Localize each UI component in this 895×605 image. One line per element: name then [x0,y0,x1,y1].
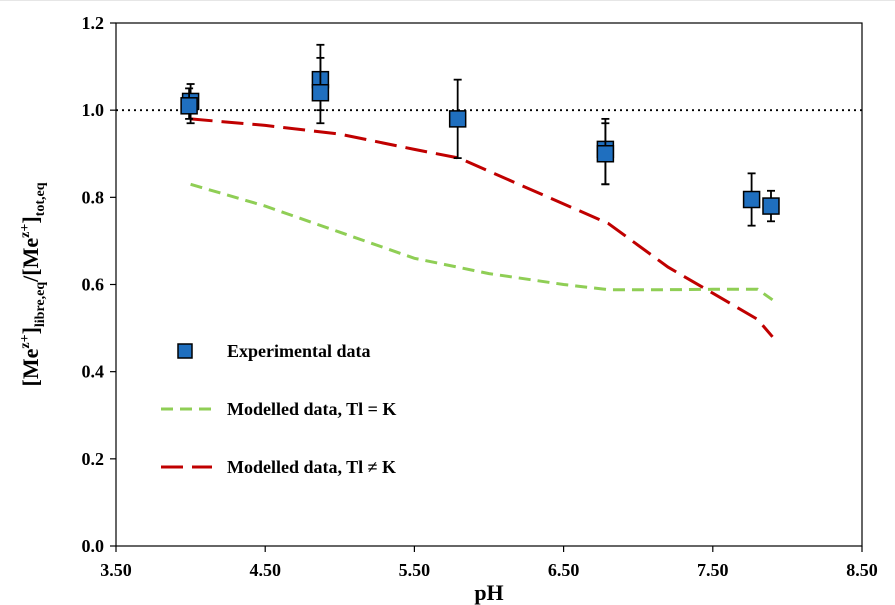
experimental-point [311,83,330,102]
modelled-line [190,182,774,302]
x-tick-label: 7.50 [697,560,729,580]
y-tick-label: 0.4 [82,362,105,382]
x-tick-label: 8.50 [846,560,878,580]
legend-label: Experimental data [227,341,371,361]
y-axis-title-part: z+ [18,334,33,348]
experimental-point [762,197,780,215]
y-tick-label: 1.2 [82,13,105,33]
y-tick-label: 0.8 [82,187,105,207]
legend-label: Modelled data, Tl = K [227,399,396,419]
x-tick-label: 3.50 [100,560,132,580]
experimental-point [448,110,467,128]
x-axis-title: pH [474,580,503,605]
y-axis-title-part: z+ [18,224,33,238]
y-tick-label: 0.0 [82,536,105,556]
experimental-point [596,145,615,163]
experimental-point [180,97,198,115]
experimental-points-layer [180,43,780,227]
y-axis-title-part: ] [18,216,43,223]
y-axis-title-part: /[Me [18,238,43,283]
axis-ticks-layer: 0.0 0.2 0.4 0.6 0.8 1.0 1.2 3.50 4.50 5.50 6.50 7.5… [82,13,878,580]
x-tick-label: 4.50 [249,560,281,580]
y-tick-label: 0.6 [82,275,105,295]
y-axis-title-part: libre,eq [33,282,48,327]
modelled-lines-layer [190,117,774,338]
y-axis-title-part: tot,eq [33,182,48,216]
legend: Experimental data Modelled data, Tl = K Mo… [161,341,396,477]
chart-top-edge [0,0,895,1]
legend-label: Modelled data, Tl ≠ K [227,457,396,477]
y-tick-label: 0.2 [82,449,105,469]
x-tick-label: 6.50 [548,560,580,580]
x-tick-label: 5.50 [399,560,431,580]
y-axis-title-part: ] [18,327,43,334]
modelled-line [190,117,774,338]
experimental-point [742,190,761,209]
legend-swatch-experimental [177,343,193,359]
y-tick-label: 1.0 [82,100,105,120]
y-axis-title: [Mez+]libre,eq/[Mez+]tot,eq [18,182,48,386]
y-axis-title-part: [Me [18,348,43,386]
